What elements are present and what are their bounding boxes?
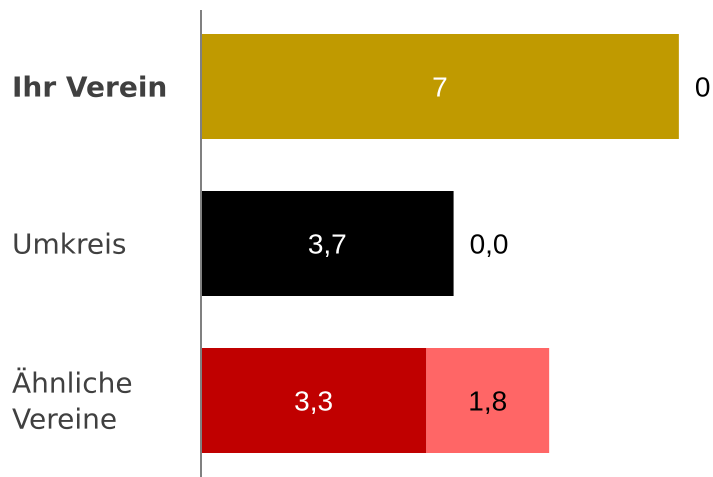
value-label-2-2: 0,0 xyxy=(470,229,509,260)
value-label-3-1: 3,3 xyxy=(294,386,333,417)
bar-2-segment-1 xyxy=(201,191,454,296)
value-label-1-1: 7 xyxy=(432,72,448,103)
value-labels: 7 0 3,7 0,0 3,3 1,8 xyxy=(294,72,710,417)
value-label-3-2: 1,8 xyxy=(468,386,507,417)
category-label-1: Ihr Verein xyxy=(12,71,167,104)
category-label-2: Umkreis xyxy=(12,228,126,261)
bars-layer xyxy=(201,34,679,453)
value-label-1-2: 0 xyxy=(695,72,711,103)
category-label-3: Ähnliche Vereine xyxy=(12,367,133,436)
value-label-2-1: 3,7 xyxy=(308,229,347,260)
bar-3-segment-2 xyxy=(426,348,550,453)
bar-3-segment-1 xyxy=(201,348,427,453)
category-labels: Ihr Verein Umkreis Ähnliche Vereine xyxy=(12,71,167,436)
bar-1-segment-1 xyxy=(201,34,679,139)
